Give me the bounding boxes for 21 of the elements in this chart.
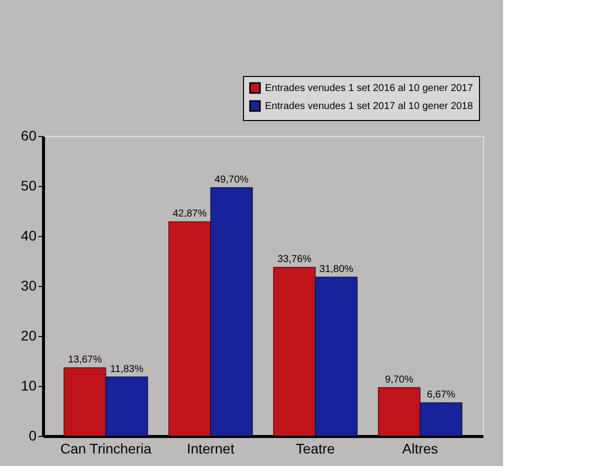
y-tick-label: 60	[20, 128, 37, 144]
y-tick-label: 30	[20, 278, 37, 294]
y-tick-label: 0	[28, 428, 37, 444]
x-tick-label: Can Trincheria	[60, 440, 152, 456]
legend-label: Entrades venudes 1 set 2017 al 10 gener 2018	[265, 101, 474, 112]
data-label: 11,83%	[110, 364, 144, 375]
data-label: 33,76%	[277, 254, 312, 266]
data-label: 31,80%	[319, 264, 354, 275]
y-tick-label: 50	[20, 178, 37, 194]
y-tick-label: 10	[20, 378, 37, 394]
legend-label: Entrades venudes 1 set 2016 al 10 gener 2017	[265, 83, 474, 94]
data-label: 13,67%	[68, 354, 102, 366]
y-tick-label: 40	[20, 228, 37, 244]
data-label: 6,67%	[426, 390, 456, 401]
x-tick-label: Altres	[402, 440, 438, 456]
y-tick-label: 20	[20, 328, 37, 344]
data-label: 49,70%	[214, 174, 249, 186]
data-label: 42,87%	[172, 208, 207, 220]
data-label: 9,70%	[385, 374, 414, 386]
x-tick-label: Teatre	[296, 440, 336, 456]
x-tick-label: Internet	[186, 440, 234, 456]
